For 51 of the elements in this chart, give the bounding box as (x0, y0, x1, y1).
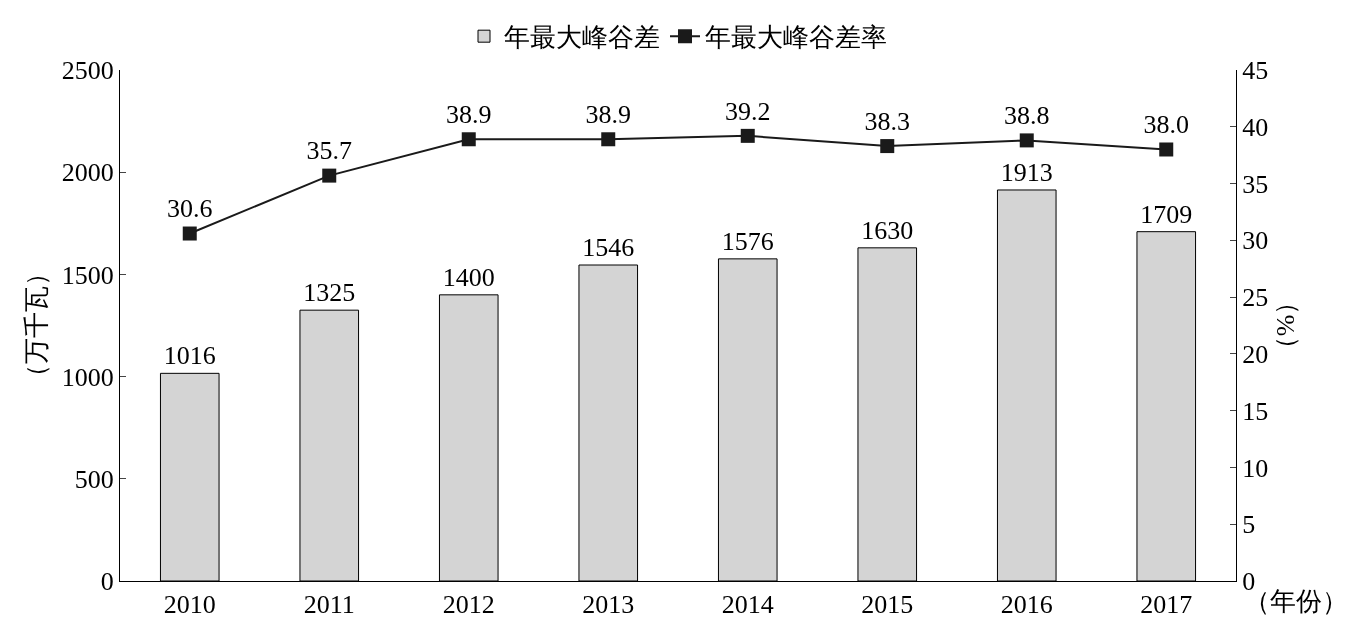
y2-axis-title: （%） (1270, 288, 1300, 363)
y-axis-title: （万千瓦） (22, 260, 52, 391)
y2-tick-label: 5 (1242, 510, 1256, 540)
y-tick-label: 0 (100, 567, 114, 597)
y2-tick-label: 15 (1242, 396, 1269, 426)
y-tick-label: 1000 (61, 362, 114, 392)
data-label: 1630 (861, 215, 914, 245)
data-label: 1576 (721, 226, 774, 256)
point (1019, 133, 1034, 148)
data-label: 38.9 (446, 100, 492, 130)
x-tick-label: 2011 (303, 590, 355, 620)
x-tick-label: 2016 (1000, 590, 1053, 620)
data-label: 38.0 (1143, 110, 1189, 140)
y2-tick-label: 25 (1242, 283, 1269, 313)
point (880, 139, 895, 154)
y2-tick-label: 10 (1242, 453, 1269, 483)
point (182, 226, 197, 241)
data-label: 30.6 (167, 194, 213, 224)
data-label: 35.7 (306, 136, 352, 166)
x-tick-label: 2012 (442, 590, 495, 620)
y-tick-label: 2000 (61, 158, 114, 188)
y2-tick-label: 20 (1242, 339, 1269, 369)
data-label: 38.8 (1004, 101, 1050, 131)
point (461, 132, 476, 147)
data-label: 1400 (442, 262, 495, 292)
point (601, 132, 616, 147)
data-label: 38.9 (585, 100, 631, 130)
point (322, 168, 337, 183)
point (1159, 142, 1174, 157)
data-label: 1325 (303, 278, 356, 308)
y2-tick-label: 45 (1242, 56, 1269, 86)
x-tick-label: 2014 (721, 590, 774, 620)
legend-label: 年最大峰谷差 (504, 23, 660, 53)
y2-tick-label: 40 (1242, 112, 1269, 142)
x-tick-label: 2017 (1140, 590, 1193, 620)
point (740, 128, 755, 143)
data-label: 38.3 (864, 106, 910, 136)
y-tick-label: 500 (74, 464, 114, 494)
y2-tick-label: 30 (1242, 226, 1269, 256)
y-tick-label: 2500 (61, 56, 114, 86)
data-label: 1709 (1140, 199, 1193, 229)
y2-tick-label: 35 (1242, 169, 1269, 199)
y-tick-label: 1500 (61, 260, 114, 290)
data-label: 1016 (163, 341, 216, 371)
data-label: 1913 (1000, 157, 1053, 187)
x-tick-label: 2015 (861, 590, 914, 620)
legend-label: 年最大峰谷差率 (705, 23, 887, 53)
data-label: 1546 (582, 233, 635, 262)
x-tick-label: 2010 (163, 590, 216, 620)
data-label: 39.2 (725, 96, 771, 126)
x-tick-label: 2013 (582, 590, 635, 620)
